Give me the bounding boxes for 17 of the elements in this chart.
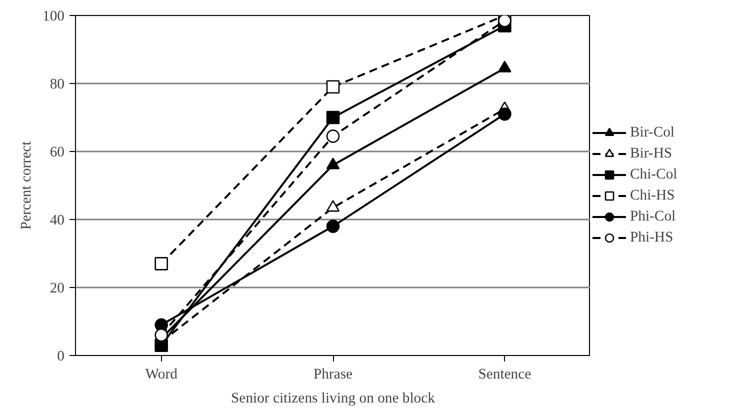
legend-label: Chi-HS xyxy=(630,187,675,204)
y-tick-label: 40 xyxy=(50,212,64,228)
y-tick-label: 20 xyxy=(50,280,64,296)
x-tick-label: Word xyxy=(145,366,178,382)
legend-label: Bir-HS xyxy=(630,145,672,162)
y-tick-label: 0 xyxy=(57,348,64,364)
legend-label: Phi-HS xyxy=(630,229,674,246)
y-axis-title: Percent correct xyxy=(18,141,35,230)
y-tick-label: 60 xyxy=(50,144,64,160)
y-tick-label: 100 xyxy=(42,8,64,24)
x-axis-title: Senior citizens living on one block xyxy=(231,390,436,406)
y-tick-label: 80 xyxy=(50,76,64,92)
x-tick-label: Phrase xyxy=(313,366,353,382)
x-tick-label: Sentence xyxy=(478,366,532,382)
legend-label: Chi-Col xyxy=(630,166,678,183)
legend-label: Phi-Col xyxy=(630,208,676,225)
legend-label: Bir-Col xyxy=(630,124,674,141)
